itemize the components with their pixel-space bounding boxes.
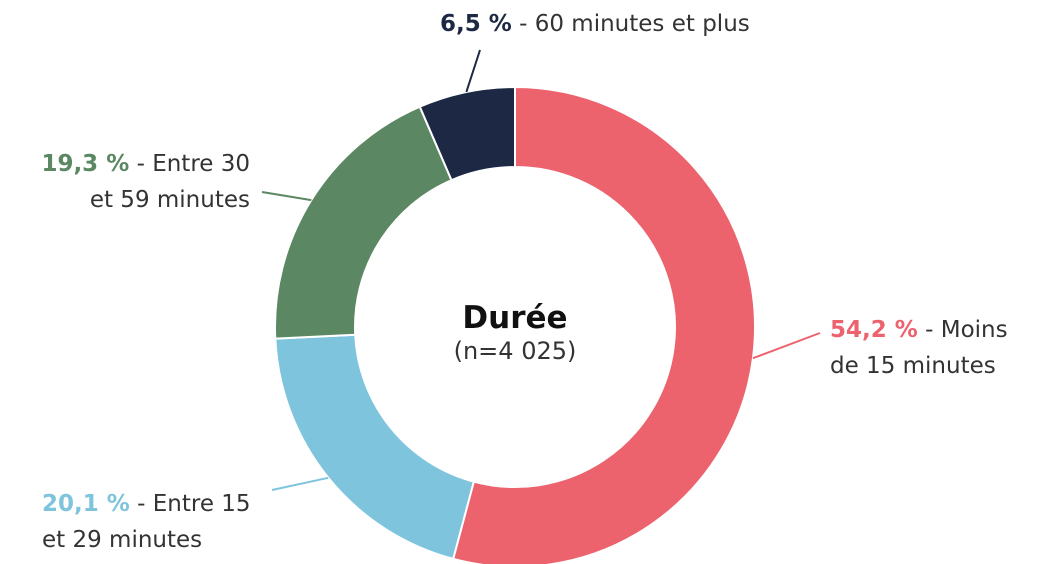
center-subtitle: (n=4 025) [453,337,577,365]
slice [274,333,476,561]
leader-line [465,49,481,93]
center-label: Durée (n=4 025) [395,300,635,366]
label-separator: - [925,317,934,343]
leader-line [752,332,821,360]
value-label: 20,1 % [42,491,130,517]
leader-line [261,191,312,202]
category-label: Entre 30 et 59 minutes [89,151,250,213]
label-separator: - [136,151,145,177]
value-label: 6,5 % [440,11,512,37]
value-label: 54,2 % [830,317,918,343]
center-title: Durée [462,300,568,336]
label-separator: - [137,491,146,517]
category-label: 60 minutes et plus [534,11,750,37]
slice-label: 54,2 % - Moins de 15 minutes [830,312,1030,384]
slice [418,85,516,182]
label-separator: - [519,11,528,37]
category-label: Moins de 15 minutes [830,317,1008,379]
leader-line [271,476,329,491]
category-label: Entre 15 et 29 minutes [42,491,251,553]
value-label: 19,3 % [41,151,130,177]
slice-label: 20,1 % - Entre 15 et 29 minutes [42,486,272,558]
slice [451,85,756,564]
slice-label: 19,3 % - Entre 30 et 59 minutes [20,146,250,218]
slice-label: 6,5 % - 60 minutes et plus [440,6,840,42]
